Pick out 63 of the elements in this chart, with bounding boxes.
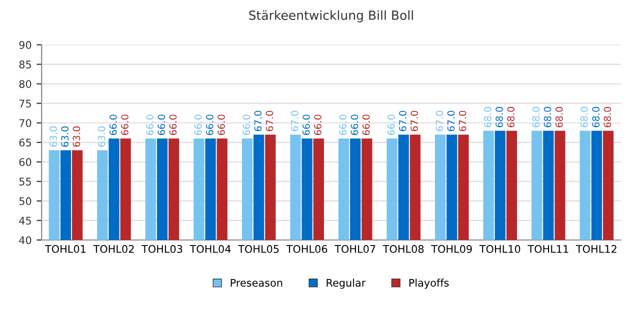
legend-label: Preseason: [230, 278, 282, 287]
data-label: 68.0: [580, 106, 588, 128]
y-tick-label: 65: [19, 138, 31, 147]
data-label: 66.0: [350, 114, 358, 136]
data-label: 66.0: [339, 114, 347, 136]
data-label: 63.0: [50, 126, 57, 147]
data-label: 68.0: [544, 106, 552, 128]
data-label: 68.0: [604, 106, 612, 128]
data-label: 67.0: [266, 110, 274, 132]
data-label: 66.0: [314, 114, 322, 136]
data-label: 66.0: [218, 114, 225, 136]
x-tick-label: TOHL12: [576, 245, 616, 253]
data-label: 63.0: [98, 126, 106, 147]
data-label: 67.0: [410, 110, 418, 132]
data-label: 68.0: [532, 106, 540, 128]
data-label: 67.0: [399, 110, 406, 132]
legend-label: Playoffs: [409, 278, 449, 289]
data-label: 66.0: [302, 114, 310, 136]
y-tick-label: 40: [19, 236, 32, 244]
data-label: 66.0: [169, 114, 177, 136]
x-tick-label: TOHL04: [190, 245, 231, 253]
x-tick-label: TOHL08: [382, 245, 424, 253]
y-tick-label: 80: [19, 80, 32, 88]
x-tick-label: TOHL01: [44, 245, 86, 253]
data-label: 66.0: [109, 114, 117, 136]
data-label: 66.0: [146, 114, 154, 136]
data-label: 66.0: [206, 114, 214, 136]
y-tick-label: 90: [19, 41, 32, 49]
data-label: 68.0: [507, 106, 515, 128]
data-label: 67.0: [458, 110, 466, 132]
x-tick-label: TOHL02: [93, 245, 134, 253]
data-label: 67.0: [290, 110, 298, 132]
data-label: 66.0: [194, 114, 202, 136]
x-tick-label: TOHL05: [238, 245, 279, 253]
x-tick-label: TOHL10: [479, 245, 520, 253]
data-label: 66.0: [242, 114, 250, 136]
x-tick-label: TOHL03: [142, 245, 182, 253]
data-label: 63.0: [61, 126, 69, 147]
data-label: 63.0: [72, 126, 80, 147]
data-label: 66.0: [362, 114, 370, 136]
data-label: 68.0: [592, 106, 600, 128]
data-label: 68.0: [555, 106, 563, 128]
data-label: 67.0: [447, 110, 455, 132]
y-tick-label: 45: [19, 216, 31, 225]
chart-title: Stärkeentwicklung Bill Boll: [249, 10, 413, 22]
x-tick-label: TOHL07: [334, 245, 376, 253]
data-label: 66.0: [121, 114, 128, 136]
y-tick-label: 55: [19, 178, 31, 186]
y-tick-label: 85: [19, 60, 31, 68]
x-tick-label: TOHL06: [286, 245, 328, 253]
x-tick-label: TOHL11: [528, 245, 568, 253]
data-label: 66.0: [158, 114, 166, 136]
data-label: 66.0: [387, 114, 395, 136]
y-tick-label: 75: [19, 100, 31, 108]
x-tick-label: TOHL09: [431, 245, 472, 253]
y-tick-label: 60: [19, 158, 32, 166]
data-label: 67.0: [254, 110, 262, 132]
data-label: 68.0: [496, 106, 503, 128]
y-tick-label: 50: [19, 197, 32, 206]
y-tick-label: 70: [19, 119, 32, 127]
data-label: 68.0: [484, 106, 492, 128]
legend-label: Regular: [326, 278, 366, 289]
data-label: 67.0: [436, 110, 444, 132]
